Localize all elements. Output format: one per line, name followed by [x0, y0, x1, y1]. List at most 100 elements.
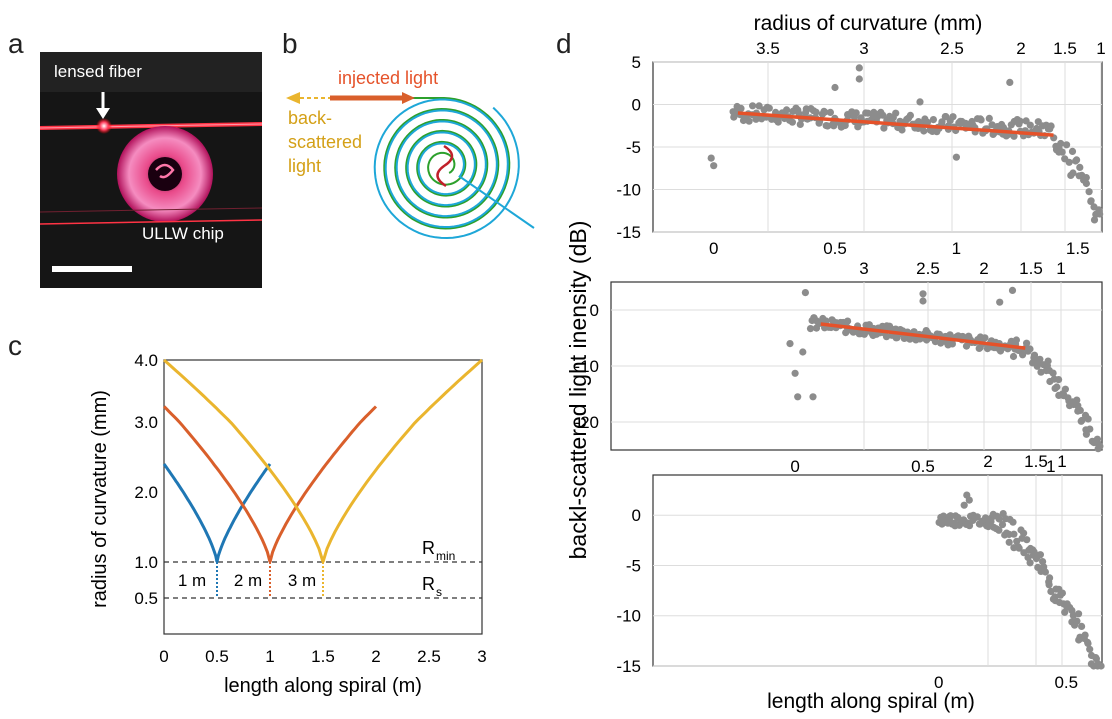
chart-d3-point	[995, 515, 1003, 523]
chart-d3-point	[1058, 589, 1066, 597]
chart-d1-point	[765, 104, 773, 112]
chart-d1-point	[796, 120, 804, 128]
chart-d1-top-axis-label: radius of curvature (mm)	[754, 12, 983, 35]
chart-d-shared-xlabel: length along spiral (m)	[767, 690, 975, 713]
chart-d1-point	[1073, 156, 1081, 164]
chart-d1-point	[880, 124, 888, 132]
chart-d1-point	[949, 113, 957, 121]
panel-letter-b: b	[282, 28, 298, 59]
chart-d3-point	[1023, 536, 1031, 544]
chart-d1-point	[1047, 122, 1055, 130]
back-label-3: light	[288, 156, 321, 176]
spiral-center-s-bend	[436, 144, 454, 188]
chart-d2-point	[1073, 396, 1081, 404]
chart-d3-ytick: 0	[632, 506, 641, 525]
chart-d1-point	[710, 162, 718, 170]
chart-d1-point	[879, 111, 887, 119]
chart-d2-point	[799, 348, 807, 356]
chart-d2-point	[786, 340, 794, 348]
chart-d3-xtick: 0	[934, 673, 943, 692]
chart-d1-ytick: 5	[632, 53, 641, 72]
chart-d1-point	[952, 153, 960, 161]
chart-d3-point	[1045, 581, 1053, 589]
panel-letter-c: c	[8, 330, 22, 361]
chart-d3-point	[1078, 622, 1086, 631]
chart-d1-point	[898, 126, 906, 134]
chart-d2-ytick: -20	[574, 413, 599, 432]
chart-d3-frame	[652, 474, 1103, 667]
chart-d1-point	[1065, 158, 1073, 166]
chart-d3-point	[1005, 538, 1013, 546]
chart-d3-point	[1092, 654, 1100, 662]
back-label-2: scattered	[288, 132, 362, 152]
chart-d1-point	[855, 64, 863, 72]
chart-d3-point	[1010, 530, 1018, 538]
chart-d3-point	[1009, 518, 1017, 526]
length-label: 2 m	[234, 571, 262, 590]
chart-d1-point	[1090, 216, 1099, 224]
chart-d3-point	[1020, 529, 1028, 537]
chart-d1-point	[855, 75, 863, 83]
chart-d2-point	[1082, 430, 1090, 438]
chart-d1-point	[923, 118, 932, 126]
chart-d3-point	[965, 522, 974, 530]
chart-d1-point	[774, 118, 782, 126]
chart-d1-point	[916, 98, 924, 106]
chart-d3-point	[1081, 631, 1089, 639]
chart-d3-point	[1015, 544, 1023, 552]
chart-d1-point	[815, 119, 823, 127]
chart-d3-point	[1097, 662, 1105, 670]
chart-d1-xtick: 1.5	[1066, 239, 1090, 258]
chart-d1-toptick: 1	[1096, 39, 1105, 58]
panel-letter-d: d	[556, 28, 572, 59]
chart-d2-point	[1044, 357, 1052, 365]
chart-d1-point	[826, 108, 834, 116]
chart-d2-point	[1009, 352, 1018, 361]
chart-d1-point	[906, 111, 914, 119]
chart-d1-point	[920, 127, 928, 135]
chart-d1-point	[1087, 197, 1095, 205]
chart-d3-point	[1026, 559, 1034, 567]
chart-d3-point	[1073, 617, 1081, 625]
chart-d1-toptick: 2	[1016, 39, 1025, 58]
rs-label: R	[422, 574, 435, 594]
chart-d2-fit-line	[820, 322, 1026, 350]
chart-d1-point	[707, 154, 715, 162]
chart-d2-ytick: -10	[574, 357, 599, 376]
chart-d1-point	[892, 109, 900, 117]
chart-d1-point	[938, 118, 946, 126]
chart-d1-point	[864, 109, 872, 117]
chart-d2-point	[1023, 339, 1031, 347]
chart-d2-point	[919, 290, 927, 298]
chart-d3-point	[965, 496, 973, 504]
chart-d2-point	[1053, 383, 1061, 391]
curve-1m-left	[162, 463, 219, 563]
chart-c-xtick: 1.5	[311, 647, 335, 666]
chart-d2-point	[809, 393, 817, 401]
chart-d1-point	[1010, 132, 1018, 140]
chart-d2-toptick: 3	[859, 259, 868, 278]
chart-d2-point	[801, 289, 809, 297]
chart-d1-point	[1063, 141, 1071, 149]
chart-d2-point	[919, 297, 927, 305]
chart-d1-point	[852, 109, 860, 117]
chart-d2-point	[1078, 416, 1086, 425]
chart-d3-toptick: 2	[983, 452, 992, 471]
curve-2m-left	[162, 405, 272, 563]
chart-c-ylabel: radius of curvature (mm)	[89, 390, 111, 608]
chart-c-xtick: 0.5	[205, 647, 229, 666]
chip-photo: lensed fiber ULLW chip	[40, 52, 262, 288]
chart-d1-point	[977, 116, 985, 124]
chart-d2-point	[1061, 385, 1069, 393]
chart-c-xtick: 2.5	[417, 647, 441, 666]
chart-d1-fit-line	[737, 111, 1054, 137]
chart-d1-point	[783, 106, 791, 114]
chart-d1-ytick: -5	[626, 138, 641, 157]
spiral-blue-path	[373, 98, 535, 240]
chart-d2-point	[1084, 415, 1092, 423]
chart-d2-toptick: 2	[979, 259, 988, 278]
curve-3m-right	[321, 358, 483, 563]
chart-d2-point	[1055, 376, 1063, 384]
chart-c-ytick: 3.0	[134, 413, 158, 432]
chart-d2-point	[1076, 406, 1084, 414]
